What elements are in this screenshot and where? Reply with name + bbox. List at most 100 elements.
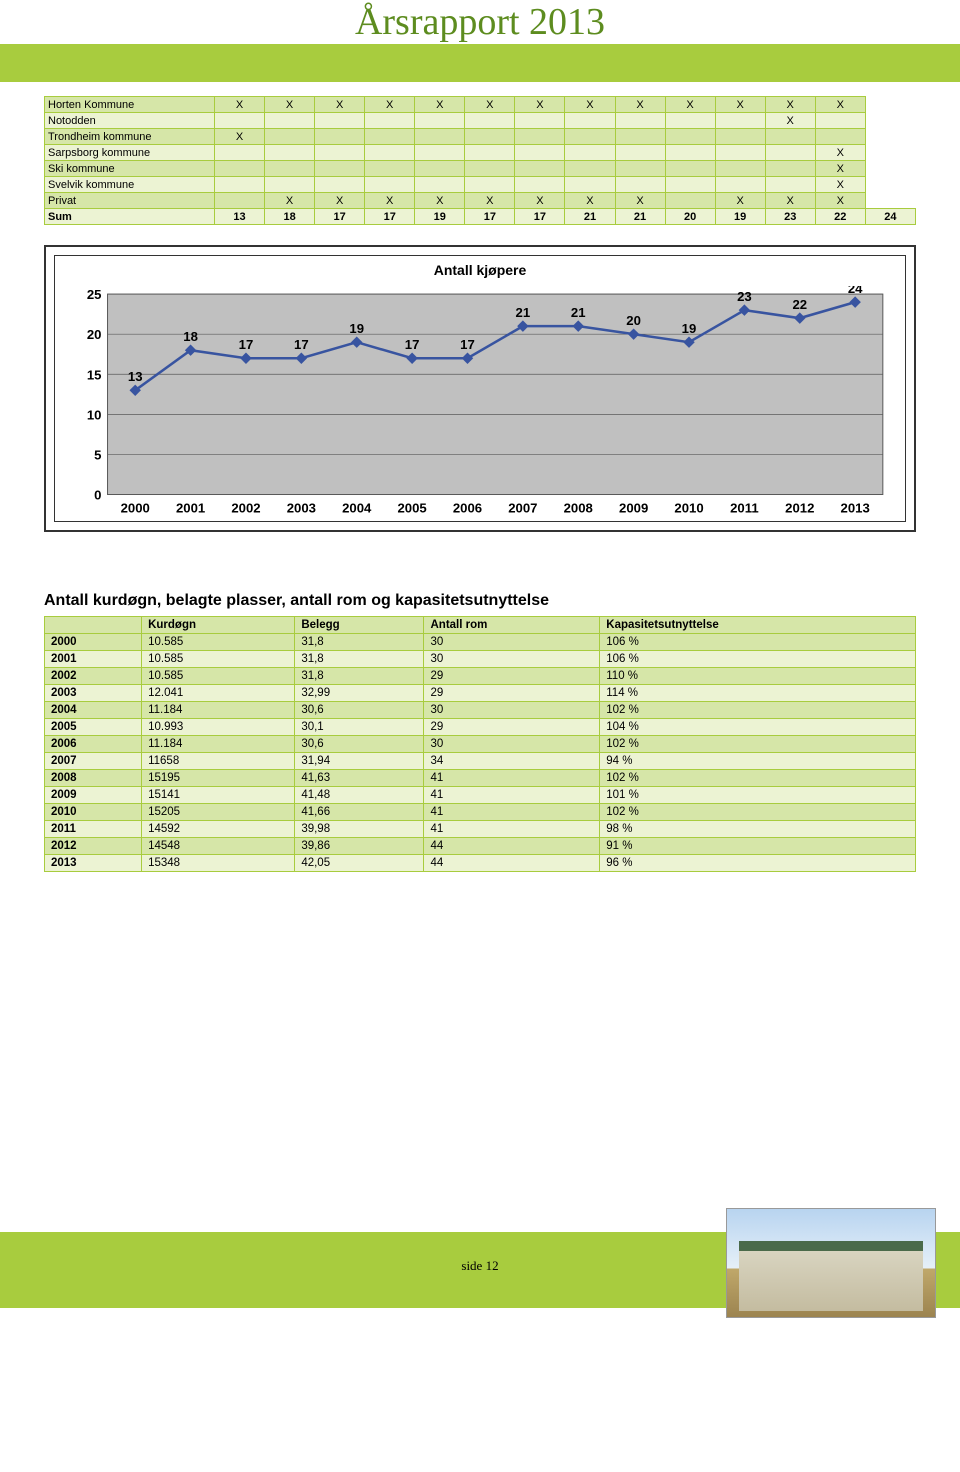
cell xyxy=(215,161,265,177)
cell xyxy=(665,193,715,209)
cell xyxy=(615,113,665,129)
footer-photo xyxy=(726,1208,936,1318)
svg-text:2003: 2003 xyxy=(287,501,316,516)
cell: 29 xyxy=(424,667,600,684)
table-row: Sum1318171719171721212019232224 xyxy=(45,209,916,225)
cell: 11.184 xyxy=(142,701,295,718)
cell xyxy=(815,129,865,145)
svg-text:2011: 2011 xyxy=(730,501,759,516)
cell: 11658 xyxy=(142,752,295,769)
cell xyxy=(415,145,465,161)
table-row: Svelvik kommuneX xyxy=(45,177,916,193)
footer: side 12 xyxy=(0,1232,960,1352)
cell: 31,94 xyxy=(295,752,424,769)
cell: 10.993 xyxy=(142,718,295,735)
cell: X xyxy=(315,97,365,113)
cell xyxy=(665,161,715,177)
cell: X xyxy=(565,193,615,209)
cell: 17 xyxy=(365,209,415,225)
table-row: 20101520541,6641102 % xyxy=(45,803,916,820)
svg-text:23: 23 xyxy=(737,289,752,304)
table-row: 20121454839,864491 % xyxy=(45,837,916,854)
svg-text:2001: 2001 xyxy=(176,501,205,516)
cell: X xyxy=(815,97,865,113)
cell xyxy=(215,145,265,161)
table-row: 200411.18430,630102 % xyxy=(45,701,916,718)
row-year: 2007 xyxy=(45,752,142,769)
cell: 30,1 xyxy=(295,718,424,735)
cell: 19 xyxy=(715,209,765,225)
row-label: Notodden xyxy=(45,113,215,129)
cell xyxy=(215,177,265,193)
cell: 10.585 xyxy=(142,667,295,684)
cell xyxy=(665,129,715,145)
cell xyxy=(665,177,715,193)
cell xyxy=(465,161,515,177)
table-header-row: KurdøgnBeleggAntall romKapasitetsutnytte… xyxy=(45,616,916,633)
cell xyxy=(665,113,715,129)
cell xyxy=(565,113,615,129)
cell: X xyxy=(765,113,815,129)
cell xyxy=(515,129,565,145)
table-row: Trondheim kommuneX xyxy=(45,129,916,145)
cell: 104 % xyxy=(600,718,916,735)
cell: X xyxy=(415,193,465,209)
cell: 29 xyxy=(424,684,600,701)
cell xyxy=(465,145,515,161)
row-year: 2008 xyxy=(45,769,142,786)
cell: X xyxy=(665,97,715,113)
svg-text:22: 22 xyxy=(792,297,807,312)
cell: X xyxy=(515,193,565,209)
cell xyxy=(615,161,665,177)
cell xyxy=(365,145,415,161)
svg-text:15: 15 xyxy=(87,367,102,382)
column-header: Belegg xyxy=(295,616,424,633)
cell: 102 % xyxy=(600,735,916,752)
cell: X xyxy=(515,97,565,113)
svg-text:5: 5 xyxy=(94,447,101,462)
cell: 24 xyxy=(865,209,915,225)
table-row: Horten KommuneXXXXXXXXXXXXX xyxy=(45,97,916,113)
cell: 39,98 xyxy=(295,820,424,837)
cell: 17 xyxy=(315,209,365,225)
cell xyxy=(315,129,365,145)
cell: X xyxy=(365,193,415,209)
cell: 14592 xyxy=(142,820,295,837)
cell xyxy=(265,177,315,193)
cell xyxy=(415,129,465,145)
cell xyxy=(765,177,815,193)
row-year: 2004 xyxy=(45,701,142,718)
chart-title: Antall kjøpere xyxy=(65,262,895,278)
svg-text:2007: 2007 xyxy=(508,501,537,516)
buyers-line-chart: 0510152025131817171917172121201923222420… xyxy=(65,286,895,519)
cell xyxy=(365,113,415,129)
svg-text:2010: 2010 xyxy=(674,501,703,516)
municipality-table: Horten KommuneXXXXXXXXXXXXXNotoddenXTron… xyxy=(44,96,916,225)
cell: 41 xyxy=(424,803,600,820)
cell xyxy=(615,129,665,145)
cell: 21 xyxy=(565,209,615,225)
cell: X xyxy=(715,97,765,113)
table-row: 200312.04132,9929114 % xyxy=(45,684,916,701)
row-year: 2000 xyxy=(45,633,142,650)
table-row: 200210.58531,829110 % xyxy=(45,667,916,684)
cell: 42,05 xyxy=(295,854,424,871)
svg-text:2012: 2012 xyxy=(785,501,814,516)
cell: 102 % xyxy=(600,803,916,820)
cell: X xyxy=(815,193,865,209)
svg-text:2000: 2000 xyxy=(121,501,150,516)
cell: 15348 xyxy=(142,854,295,871)
cell: 106 % xyxy=(600,650,916,667)
chart-inner-box: Antall kjøpere 0510152025131817171917172… xyxy=(54,255,906,522)
cell: 94 % xyxy=(600,752,916,769)
cell: 41,48 xyxy=(295,786,424,803)
cell: 91 % xyxy=(600,837,916,854)
svg-text:17: 17 xyxy=(460,337,475,352)
cell: 21 xyxy=(615,209,665,225)
cell xyxy=(715,113,765,129)
svg-text:19: 19 xyxy=(349,321,364,336)
cell xyxy=(265,113,315,129)
content-area: Horten KommuneXXXXXXXXXXXXXNotoddenXTron… xyxy=(0,82,960,872)
cell xyxy=(465,113,515,129)
svg-text:21: 21 xyxy=(571,305,586,320)
